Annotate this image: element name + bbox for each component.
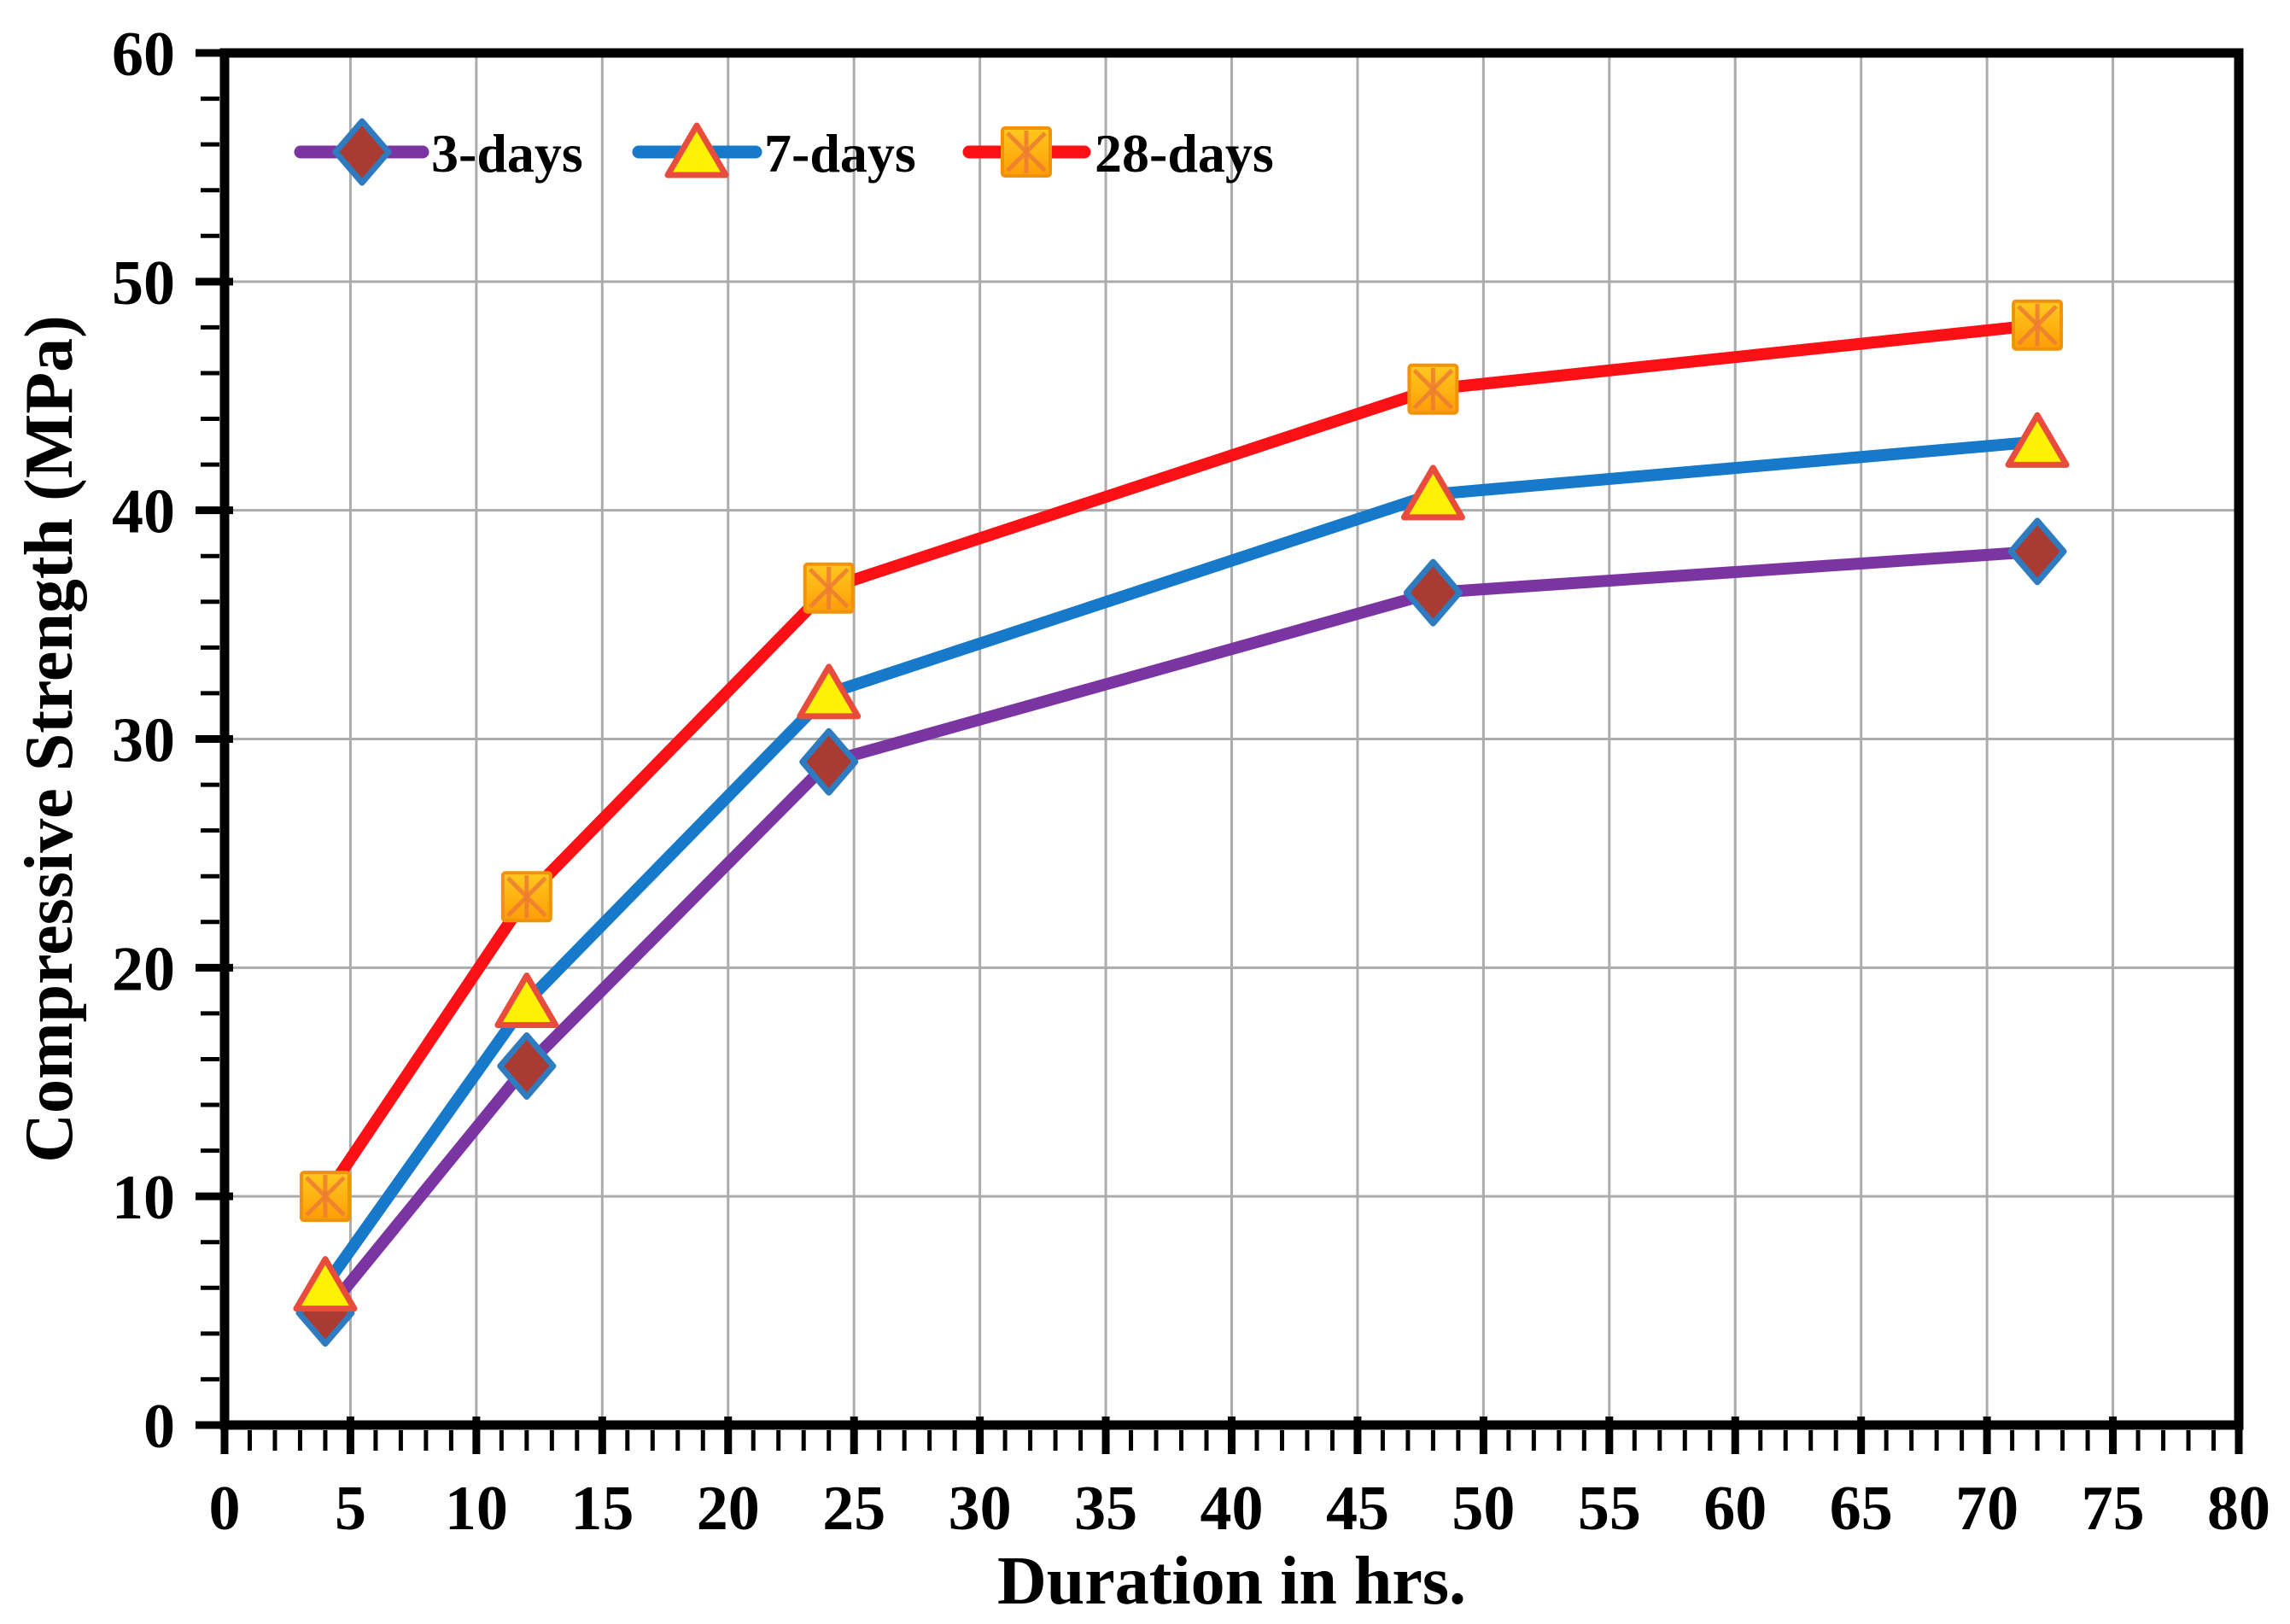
diamond-marker [799, 727, 859, 796]
x-tick-label: 80 [2207, 1474, 2270, 1544]
x-tick-label: 65 [1830, 1474, 1893, 1544]
square-marker [1001, 126, 1052, 178]
y-tick-label: 60 [112, 20, 175, 90]
x-tick-label: 60 [1703, 1474, 1767, 1544]
legend-item-7-days: 7-days [632, 122, 916, 184]
series-line-3-days [318, 545, 2044, 1319]
triangle-marker [664, 122, 729, 178]
y-tick-label: 50 [112, 248, 175, 318]
series-7-days [293, 412, 2070, 1312]
triangle-marker [293, 1256, 358, 1312]
x-tick-label: 10 [445, 1474, 508, 1544]
legend-label: 3-days [431, 123, 583, 184]
y-tick-label: 30 [112, 706, 175, 776]
triangle-marker [797, 663, 862, 720]
x-tick-label: 20 [697, 1474, 760, 1544]
y-tick-label: 40 [112, 477, 175, 547]
x-tick-label: 70 [1955, 1474, 2018, 1544]
x-tick-label: 30 [949, 1474, 1012, 1544]
y-axis-title: Compressive Strength (MPa) [12, 315, 87, 1162]
plot-border [219, 48, 2244, 1430]
legend-item-3-days: 3-days [294, 118, 583, 186]
series-line-28-days [318, 318, 2044, 1203]
triangle-marker [2005, 412, 2070, 468]
x-tick-label: 55 [1578, 1474, 1641, 1544]
y-tick-label: 20 [112, 934, 175, 1004]
triangle-marker [1400, 464, 1465, 521]
x-tick-label: 0 [209, 1474, 241, 1544]
diamond-marker [497, 1032, 557, 1100]
triangle-marker [494, 973, 559, 1029]
diamond-marker [1403, 558, 1463, 627]
square-marker [500, 871, 552, 923]
x-tick-label: 45 [1326, 1474, 1389, 1544]
legend: 3-days 7-days 28-days [294, 118, 1274, 186]
series-3-days [295, 517, 2067, 1347]
square-marker [299, 1171, 351, 1223]
x-tick-labels: 0 5 10 15 20 25 30 35 40 45 50 55 60 65 70 75 80 [209, 1474, 2271, 1544]
y-tick-label: 0 [143, 1392, 175, 1462]
legend-item-28-days: 28-days [962, 123, 1274, 184]
square-marker [803, 562, 855, 614]
legend-label: 28-days [1095, 123, 1274, 184]
y-tick-labels: 0 10 20 30 40 50 60 [112, 20, 175, 1462]
gridlines [229, 57, 2235, 1421]
x-axis-title: Duration in hrs. [997, 1544, 1466, 1619]
square-marker [2012, 299, 2064, 351]
x-tick-label: 40 [1200, 1474, 1264, 1544]
diamond-marker [332, 118, 392, 186]
x-tick-label: 15 [570, 1474, 634, 1544]
series-28-days [299, 299, 2064, 1223]
x-tick-label: 50 [1452, 1474, 1515, 1544]
legend-label: 7-days [764, 123, 916, 184]
x-tick-label: 35 [1074, 1474, 1137, 1544]
x-tick-label: 25 [822, 1474, 885, 1544]
y-tick-label: 10 [112, 1163, 175, 1233]
diamond-marker [2007, 517, 2067, 586]
x-tick-label: 5 [335, 1474, 366, 1544]
square-marker [1407, 363, 1459, 415]
x-tick-label: 75 [2082, 1474, 2145, 1544]
